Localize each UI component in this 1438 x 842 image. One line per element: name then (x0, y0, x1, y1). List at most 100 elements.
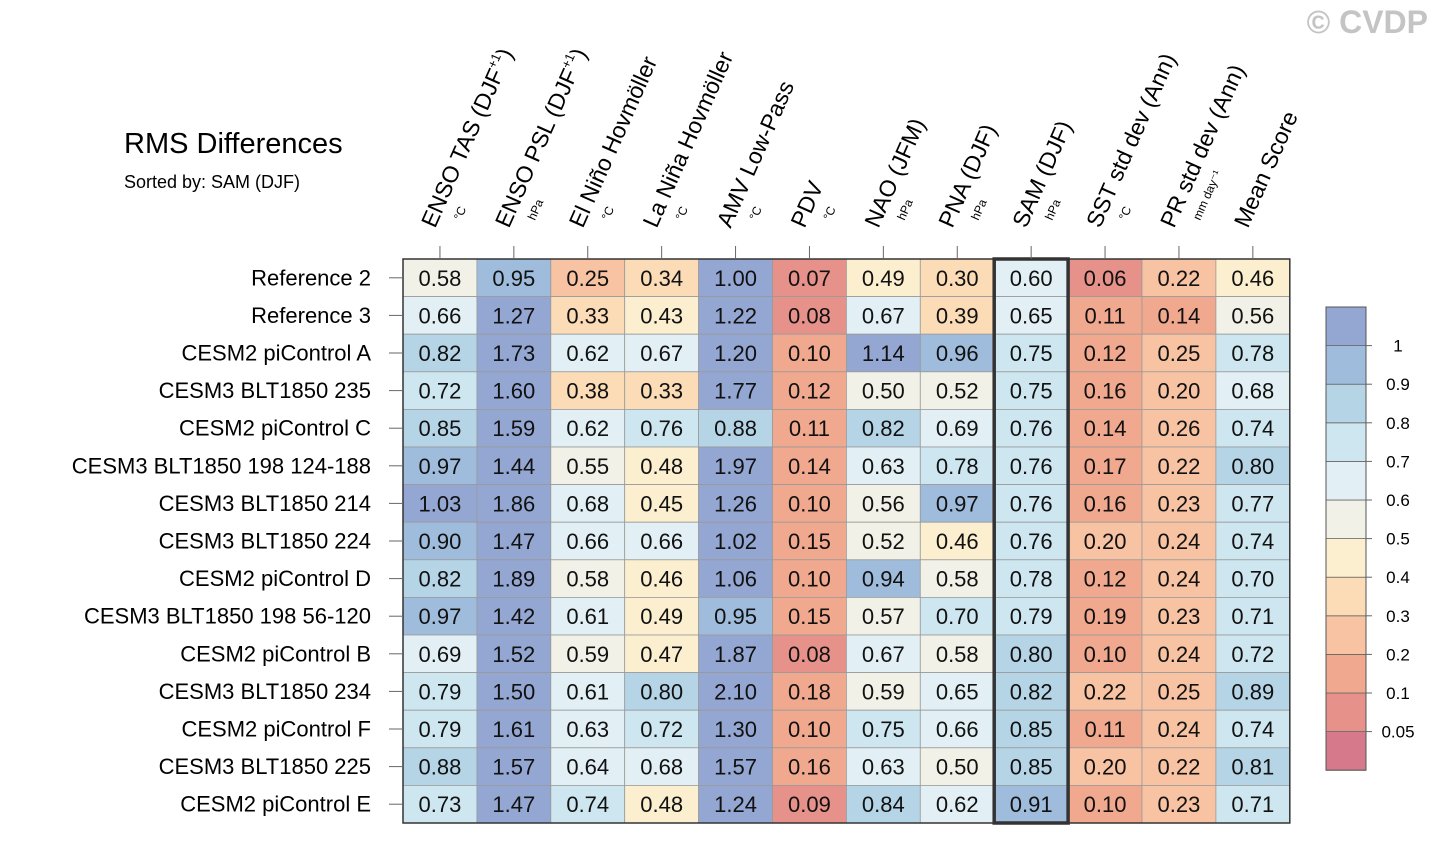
cell-value: 0.25 (1158, 679, 1201, 704)
cell-value: 0.15 (788, 604, 831, 629)
heatmap-cell (402, 785, 478, 824)
heatmap-cell (624, 408, 700, 448)
cell-value: 0.17 (1084, 454, 1127, 479)
cell-value: 1.77 (714, 379, 757, 404)
heatmap-cell (698, 709, 773, 749)
heatmap-cell (993, 709, 1069, 749)
heatmap-cell (698, 408, 773, 448)
heatmap-cell (993, 672, 1069, 711)
heatmap-cell (1141, 484, 1217, 523)
cell-value: 0.56 (862, 491, 905, 516)
cell-value: 0.90 (419, 529, 462, 554)
cell-value: 0.48 (640, 792, 683, 817)
row-label: CESM3 BLT1850 198 124-188 (72, 453, 371, 478)
cell-value: 1.20 (714, 341, 757, 366)
column-label: PNA (DJF) (933, 120, 1001, 231)
cell-value: 0.22 (1158, 454, 1201, 479)
cell-value: 0.22 (1158, 755, 1201, 780)
column-unit: °C (747, 204, 765, 222)
heatmap-cell (698, 597, 773, 636)
heatmap-cell (624, 597, 700, 636)
heatmap-cell (919, 521, 995, 561)
cell-value: 1.14 (862, 341, 905, 366)
heatmap-cell (698, 785, 773, 824)
column-unit: hPa (894, 197, 916, 222)
heatmap-cell (772, 747, 847, 786)
heatmap-cell (402, 408, 478, 448)
column-unit: °C (451, 204, 469, 222)
heatmap-cell (1067, 446, 1143, 485)
row-label: Reference 3 (251, 303, 371, 328)
cell-value: 0.58 (936, 642, 979, 667)
cell-value: 1.87 (714, 642, 757, 667)
cell-value: 0.75 (1010, 341, 1053, 366)
cell-value: 0.58 (566, 567, 609, 592)
cell-value: 0.45 (640, 491, 683, 516)
cell-value: 0.77 (1231, 491, 1274, 516)
cell-value: 1.00 (714, 266, 757, 291)
cell-value: 0.73 (419, 792, 462, 817)
heatmap-cell (846, 747, 921, 786)
heatmap-cell (698, 296, 773, 335)
heatmap-cell (624, 333, 700, 373)
row-label: CESM3 BLT1850 214 (159, 491, 371, 516)
cell-value: 0.69 (419, 642, 462, 667)
cell-value: 1.22 (714, 303, 757, 328)
cell-value: 0.76 (1010, 454, 1053, 479)
cell-value: 0.82 (862, 416, 905, 441)
cell-value: 0.62 (936, 792, 979, 817)
heatmap-cell (919, 258, 995, 297)
heatmap-cell (1215, 559, 1291, 598)
column-unit: hPa (968, 197, 990, 222)
heatmap-cell (846, 597, 921, 636)
cell-value: 0.72 (1231, 642, 1274, 667)
cell-value: 0.08 (788, 303, 831, 328)
heatmap-cell (476, 747, 552, 786)
cell-value: 0.95 (492, 266, 535, 291)
heatmap-cell (624, 785, 700, 824)
cell-value: 0.58 (936, 567, 979, 592)
heatmap-cell (993, 484, 1069, 523)
heatmap-cell (1215, 333, 1291, 373)
cell-value: 0.23 (1158, 604, 1201, 629)
heatmap-cell (550, 634, 626, 673)
cell-value: 0.38 (566, 379, 609, 404)
colorbar-swatch (1325, 654, 1367, 694)
cell-value: 0.71 (1231, 604, 1274, 629)
cell-value: 0.49 (862, 266, 905, 291)
cell-value: 0.11 (1084, 303, 1125, 328)
cell-value: 0.78 (1231, 341, 1274, 366)
cell-value: 1.26 (714, 491, 757, 516)
cell-value: 0.10 (1084, 642, 1127, 667)
row-label: CESM3 BLT1850 224 (159, 529, 371, 554)
column-unit: °C (599, 204, 617, 222)
cell-value: 0.78 (1010, 567, 1053, 592)
cell-value: 0.68 (566, 491, 609, 516)
cell-value: 0.97 (419, 454, 462, 479)
cell-value: 0.76 (1010, 416, 1053, 441)
heatmap-cell (772, 408, 847, 448)
heatmap-cell (1141, 785, 1217, 824)
cell-value: 1.27 (492, 303, 535, 328)
heatmap-cell (476, 634, 552, 673)
cell-value: 0.97 (419, 604, 462, 629)
cell-value: 0.94 (862, 567, 905, 592)
chart-title: RMS Differences (124, 128, 343, 160)
row-label: CESM3 BLT1850 234 (159, 679, 371, 704)
heatmap-cell (624, 521, 700, 561)
colorbar-label: 0.1 (1386, 684, 1410, 703)
cell-value: 1.50 (492, 679, 535, 704)
cell-value: 1.02 (714, 529, 757, 554)
heatmap-cell (772, 484, 847, 523)
cell-value: 1.89 (492, 567, 535, 592)
column-unit: °C (1116, 204, 1134, 222)
cell-value: 0.16 (788, 755, 831, 780)
heatmap-cell (476, 597, 552, 636)
cell-value: 0.24 (1158, 717, 1201, 742)
cell-value: 0.10 (1084, 792, 1127, 817)
row-label: CESM2 piControl B (180, 641, 371, 666)
cell-value: 0.97 (936, 491, 979, 516)
cell-value: 0.20 (1158, 379, 1201, 404)
cell-value: 0.19 (1084, 604, 1127, 629)
